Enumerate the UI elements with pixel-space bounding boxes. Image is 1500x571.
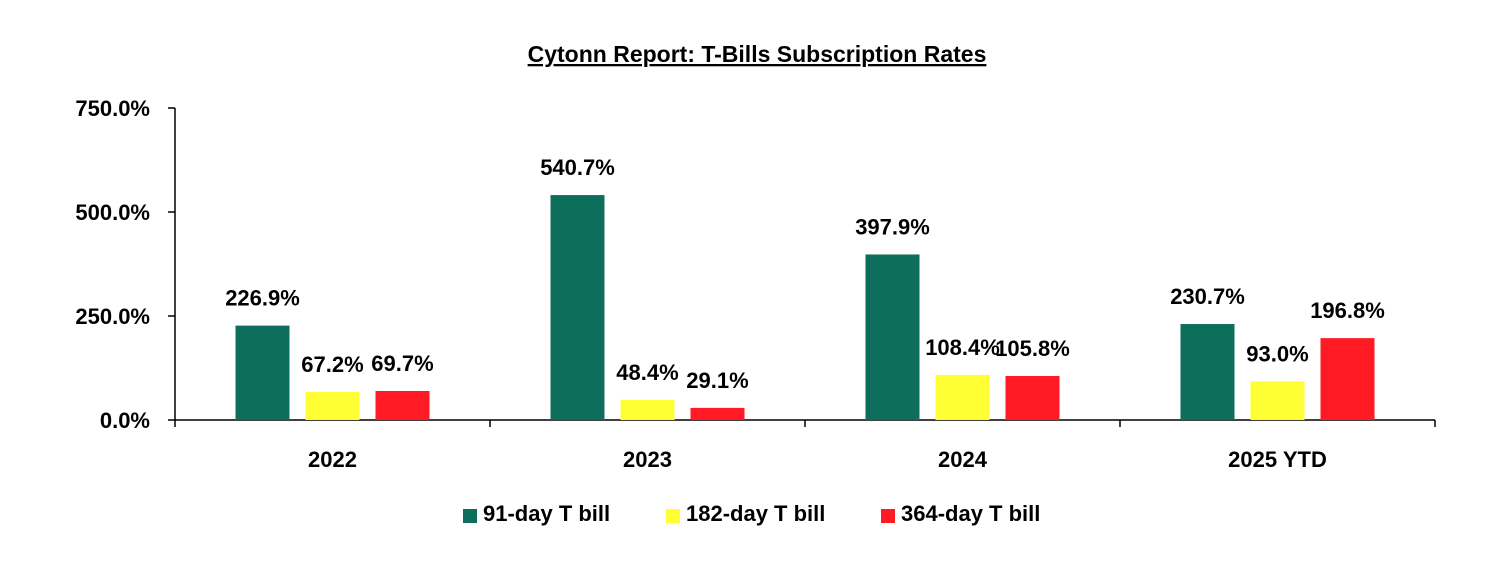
data-label-182-day-t-bill-2023: 48.4% [616,360,678,385]
bar-91-day-t-bill-2023 [550,195,605,420]
legend-label-91-day-t-bill: 91-day T bill [483,501,610,526]
bar-91-day-t-bill-2022 [235,325,290,420]
y-tick-label: 250.0% [75,304,150,329]
legend-label-182-day-t-bill: 182-day T bill [686,501,825,526]
bar-364-day-t-bill-2022 [375,391,430,420]
bar-364-day-t-bill-2023 [690,407,745,420]
x-tick-label: 2024 [938,447,988,472]
x-tick-label: 2022 [308,447,357,472]
axes: 0.0% 250.0% 500.0% 750.0% 2022 2023 2024 2025 Y… [75,96,1436,472]
bar-182-day-t-bill-2024 [935,374,990,420]
data-label-91-day-t-bill-2025-ytd: 230.7% [1170,284,1245,309]
bar-182-day-t-bill-2023 [620,399,675,420]
x-tick-label: 2025 YTD [1228,447,1327,472]
data-label-364-day-t-bill-2022: 69.7% [371,351,433,376]
legend-swatch-91-day-t-bill [463,509,477,523]
data-label-182-day-t-bill-2024: 108.4% [925,335,1000,360]
data-label-91-day-t-bill-2023: 540.7% [540,155,615,180]
data-labels: 226.9% 67.2% 69.7% 540.7% 48.4% 29.1% 397.9% 10… [225,155,1385,393]
legend: 91-day T bill 182-day T bill 364-day T bil… [463,501,1040,526]
legend-swatch-364-day-t-bill [881,509,895,523]
y-tick-label: 0.0% [100,408,150,433]
bar-91-day-t-bill-2025-ytd [1180,324,1235,420]
y-tick-label: 750.0% [75,96,150,121]
data-label-364-day-t-bill-2024: 105.8% [995,336,1070,361]
data-label-91-day-t-bill-2024: 397.9% [855,214,930,239]
data-label-91-day-t-bill-2022: 226.9% [225,286,300,311]
bar-91-day-t-bill-2024 [865,254,920,420]
bar-364-day-t-bill-2025-ytd [1320,338,1375,420]
legend-label-364-day-t-bill: 364-day T bill [901,501,1040,526]
legend-swatch-182-day-t-bill [666,509,680,523]
bar-182-day-t-bill-2025-ytd [1250,381,1305,420]
data-label-182-day-t-bill-2022: 67.2% [301,352,363,377]
data-label-364-day-t-bill-2023: 29.1% [686,368,748,393]
chart-title: Cytonn Report: T-Bills Subscription Rate… [528,41,987,67]
y-tick-label: 500.0% [75,200,150,225]
x-tick-label: 2023 [623,447,672,472]
data-label-364-day-t-bill-2025-ytd: 196.8% [1310,298,1385,323]
data-label-182-day-t-bill-2025-ytd: 93.0% [1246,341,1308,366]
bar-364-day-t-bill-2024 [1005,375,1060,420]
bars [235,195,1375,420]
bar-182-day-t-bill-2022 [305,392,360,420]
